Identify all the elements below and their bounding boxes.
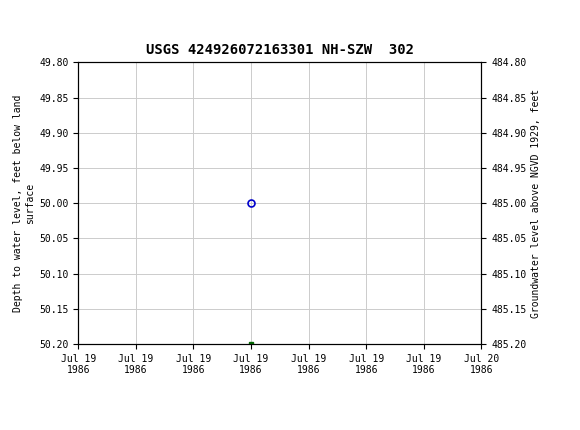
Text: ≋USGS: ≋USGS xyxy=(3,11,57,29)
Y-axis label: Groundwater level above NGVD 1929, feet: Groundwater level above NGVD 1929, feet xyxy=(531,89,541,318)
Title: USGS 424926072163301 NH-SZW  302: USGS 424926072163301 NH-SZW 302 xyxy=(146,43,414,57)
Y-axis label: Depth to water level, feet below land
surface: Depth to water level, feet below land su… xyxy=(13,95,35,312)
Legend: Period of approved data: Period of approved data xyxy=(182,427,378,430)
